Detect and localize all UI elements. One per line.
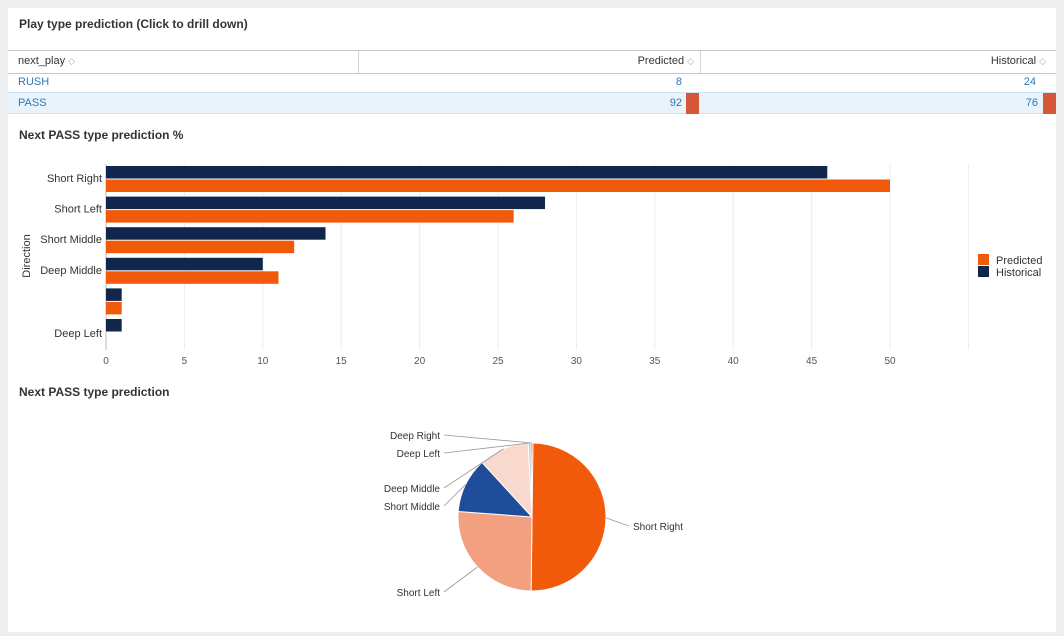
x-tick-label: 15 xyxy=(336,356,348,367)
column-header-next-play[interactable]: next_play ◇ xyxy=(18,55,76,67)
pie-slice xyxy=(457,510,533,592)
y-category-label: Short Left xyxy=(54,204,102,216)
bar-historical xyxy=(106,288,122,301)
historical-value[interactable]: 24 xyxy=(1023,76,1036,88)
bar-historical xyxy=(106,166,828,179)
pie-chart: Short Right Short Left Short Middle Deep Mi… xyxy=(384,431,683,599)
pie-leader-line xyxy=(443,442,530,454)
pie-label: Deep Left xyxy=(397,449,441,460)
pie-leader-line xyxy=(443,484,466,507)
pie-label: Short Right xyxy=(633,522,683,533)
historical-value[interactable]: 76 xyxy=(1025,97,1038,109)
x-tick-label: 20 xyxy=(414,356,426,367)
y-category-label: Deep Left xyxy=(54,328,102,340)
bar-predicted xyxy=(106,301,122,315)
legend-label: Historical xyxy=(996,267,1041,279)
pie-leader-line xyxy=(443,448,504,489)
pie-slice xyxy=(530,442,607,592)
x-tick-label: 25 xyxy=(492,356,504,367)
pie-label: Deep Right xyxy=(390,431,440,442)
pie-label: Short Middle xyxy=(384,502,441,513)
bar-historical xyxy=(106,227,326,240)
bar-historical xyxy=(106,196,546,210)
x-tick-label: 30 xyxy=(571,356,583,367)
pie-leader-line xyxy=(605,517,630,527)
bar-predicted xyxy=(106,240,295,254)
bar-chart-title: Next PASS type prediction % xyxy=(19,128,184,142)
x-tick-label: 5 xyxy=(182,356,188,367)
legend-swatch xyxy=(978,254,989,265)
historical-highlight-bar xyxy=(1043,93,1056,114)
table-row[interactable]: RUSH 8 24 xyxy=(8,72,1056,93)
pie-leader-line xyxy=(443,434,532,444)
table-title: Play type prediction (Click to drill dow… xyxy=(19,17,248,31)
legend-swatch xyxy=(978,266,989,277)
bar-historical xyxy=(106,257,263,271)
x-tick-label: 0 xyxy=(103,356,109,367)
x-tick-label: 50 xyxy=(884,356,896,367)
bar-predicted xyxy=(106,179,890,192)
bar-historical xyxy=(106,319,122,332)
column-divider xyxy=(700,51,701,73)
sort-icon[interactable]: ◇ xyxy=(68,56,76,66)
predicted-value[interactable]: 8 xyxy=(675,76,682,88)
pie-label: Deep Middle xyxy=(384,484,441,495)
predicted-highlight-bar xyxy=(686,93,699,114)
pie-chart-title: Next PASS type prediction xyxy=(19,385,170,399)
column-divider xyxy=(358,51,359,73)
table-header: next_play ◇ Predicted ◇ Historical ◇ xyxy=(8,50,1056,74)
bar-chart: 0 5 10 15 20 25 30 35 40 45 50 Short Right Short Lef… xyxy=(21,164,1042,367)
pie-leader-line xyxy=(443,566,478,593)
x-tick-label: 35 xyxy=(649,356,661,367)
bar-predicted xyxy=(106,271,279,284)
x-tick-label: 40 xyxy=(728,356,740,367)
predicted-value[interactable]: 92 xyxy=(669,97,682,109)
column-header-predicted[interactable]: Predicted ◇ xyxy=(637,55,694,67)
play-link-pass[interactable]: PASS xyxy=(18,97,47,109)
play-link-rush[interactable]: RUSH xyxy=(18,76,50,88)
sort-icon[interactable]: ◇ xyxy=(1039,56,1046,66)
y-category-label: Deep Middle xyxy=(40,265,102,277)
bar-predicted xyxy=(106,210,514,223)
y-axis-title: Direction xyxy=(21,234,33,277)
pie-label: Short Left xyxy=(397,588,441,599)
y-category-label: Short Right xyxy=(47,173,102,185)
sort-icon[interactable]: ◇ xyxy=(687,56,694,66)
table-row[interactable]: PASS 92 76 xyxy=(8,92,1056,114)
column-header-historical[interactable]: Historical ◇ xyxy=(990,55,1046,67)
y-category-label: Short Middle xyxy=(40,234,102,246)
legend-label: Predicted xyxy=(996,255,1042,267)
x-tick-label: 10 xyxy=(257,356,269,367)
x-tick-label: 45 xyxy=(806,356,818,367)
dashboard-panel: Play type prediction (Click to drill dow… xyxy=(8,8,1056,632)
